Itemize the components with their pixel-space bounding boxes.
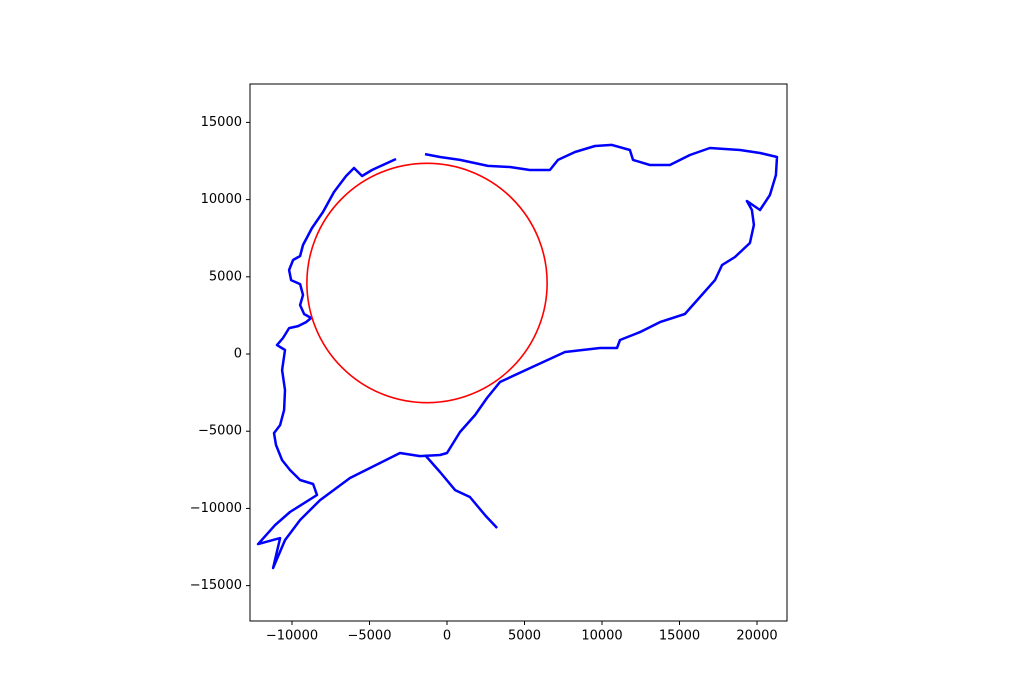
y-tick-label: 10000: [201, 192, 242, 207]
axes-frame: [249, 83, 788, 622]
x-tick-label: 0: [443, 629, 451, 644]
y-tick-label: 0: [234, 347, 242, 362]
x-tick-label: 5000: [508, 629, 541, 644]
y-tick-label: 15000: [201, 115, 242, 130]
x-tick-label: 10000: [581, 629, 622, 644]
trajectory-line: [256, 143, 779, 570]
x-tick-label: 15000: [659, 629, 700, 644]
circle: [306, 162, 548, 404]
x-tick-label: 20000: [736, 629, 777, 644]
x-tick-label: −10000: [266, 629, 318, 644]
x-tick-label: −5000: [348, 629, 392, 644]
y-tick-label: −15000: [190, 578, 242, 593]
y-tick-label: 5000: [209, 269, 242, 284]
y-tick-label: −10000: [190, 501, 242, 516]
y-tick-label: −5000: [198, 424, 242, 439]
